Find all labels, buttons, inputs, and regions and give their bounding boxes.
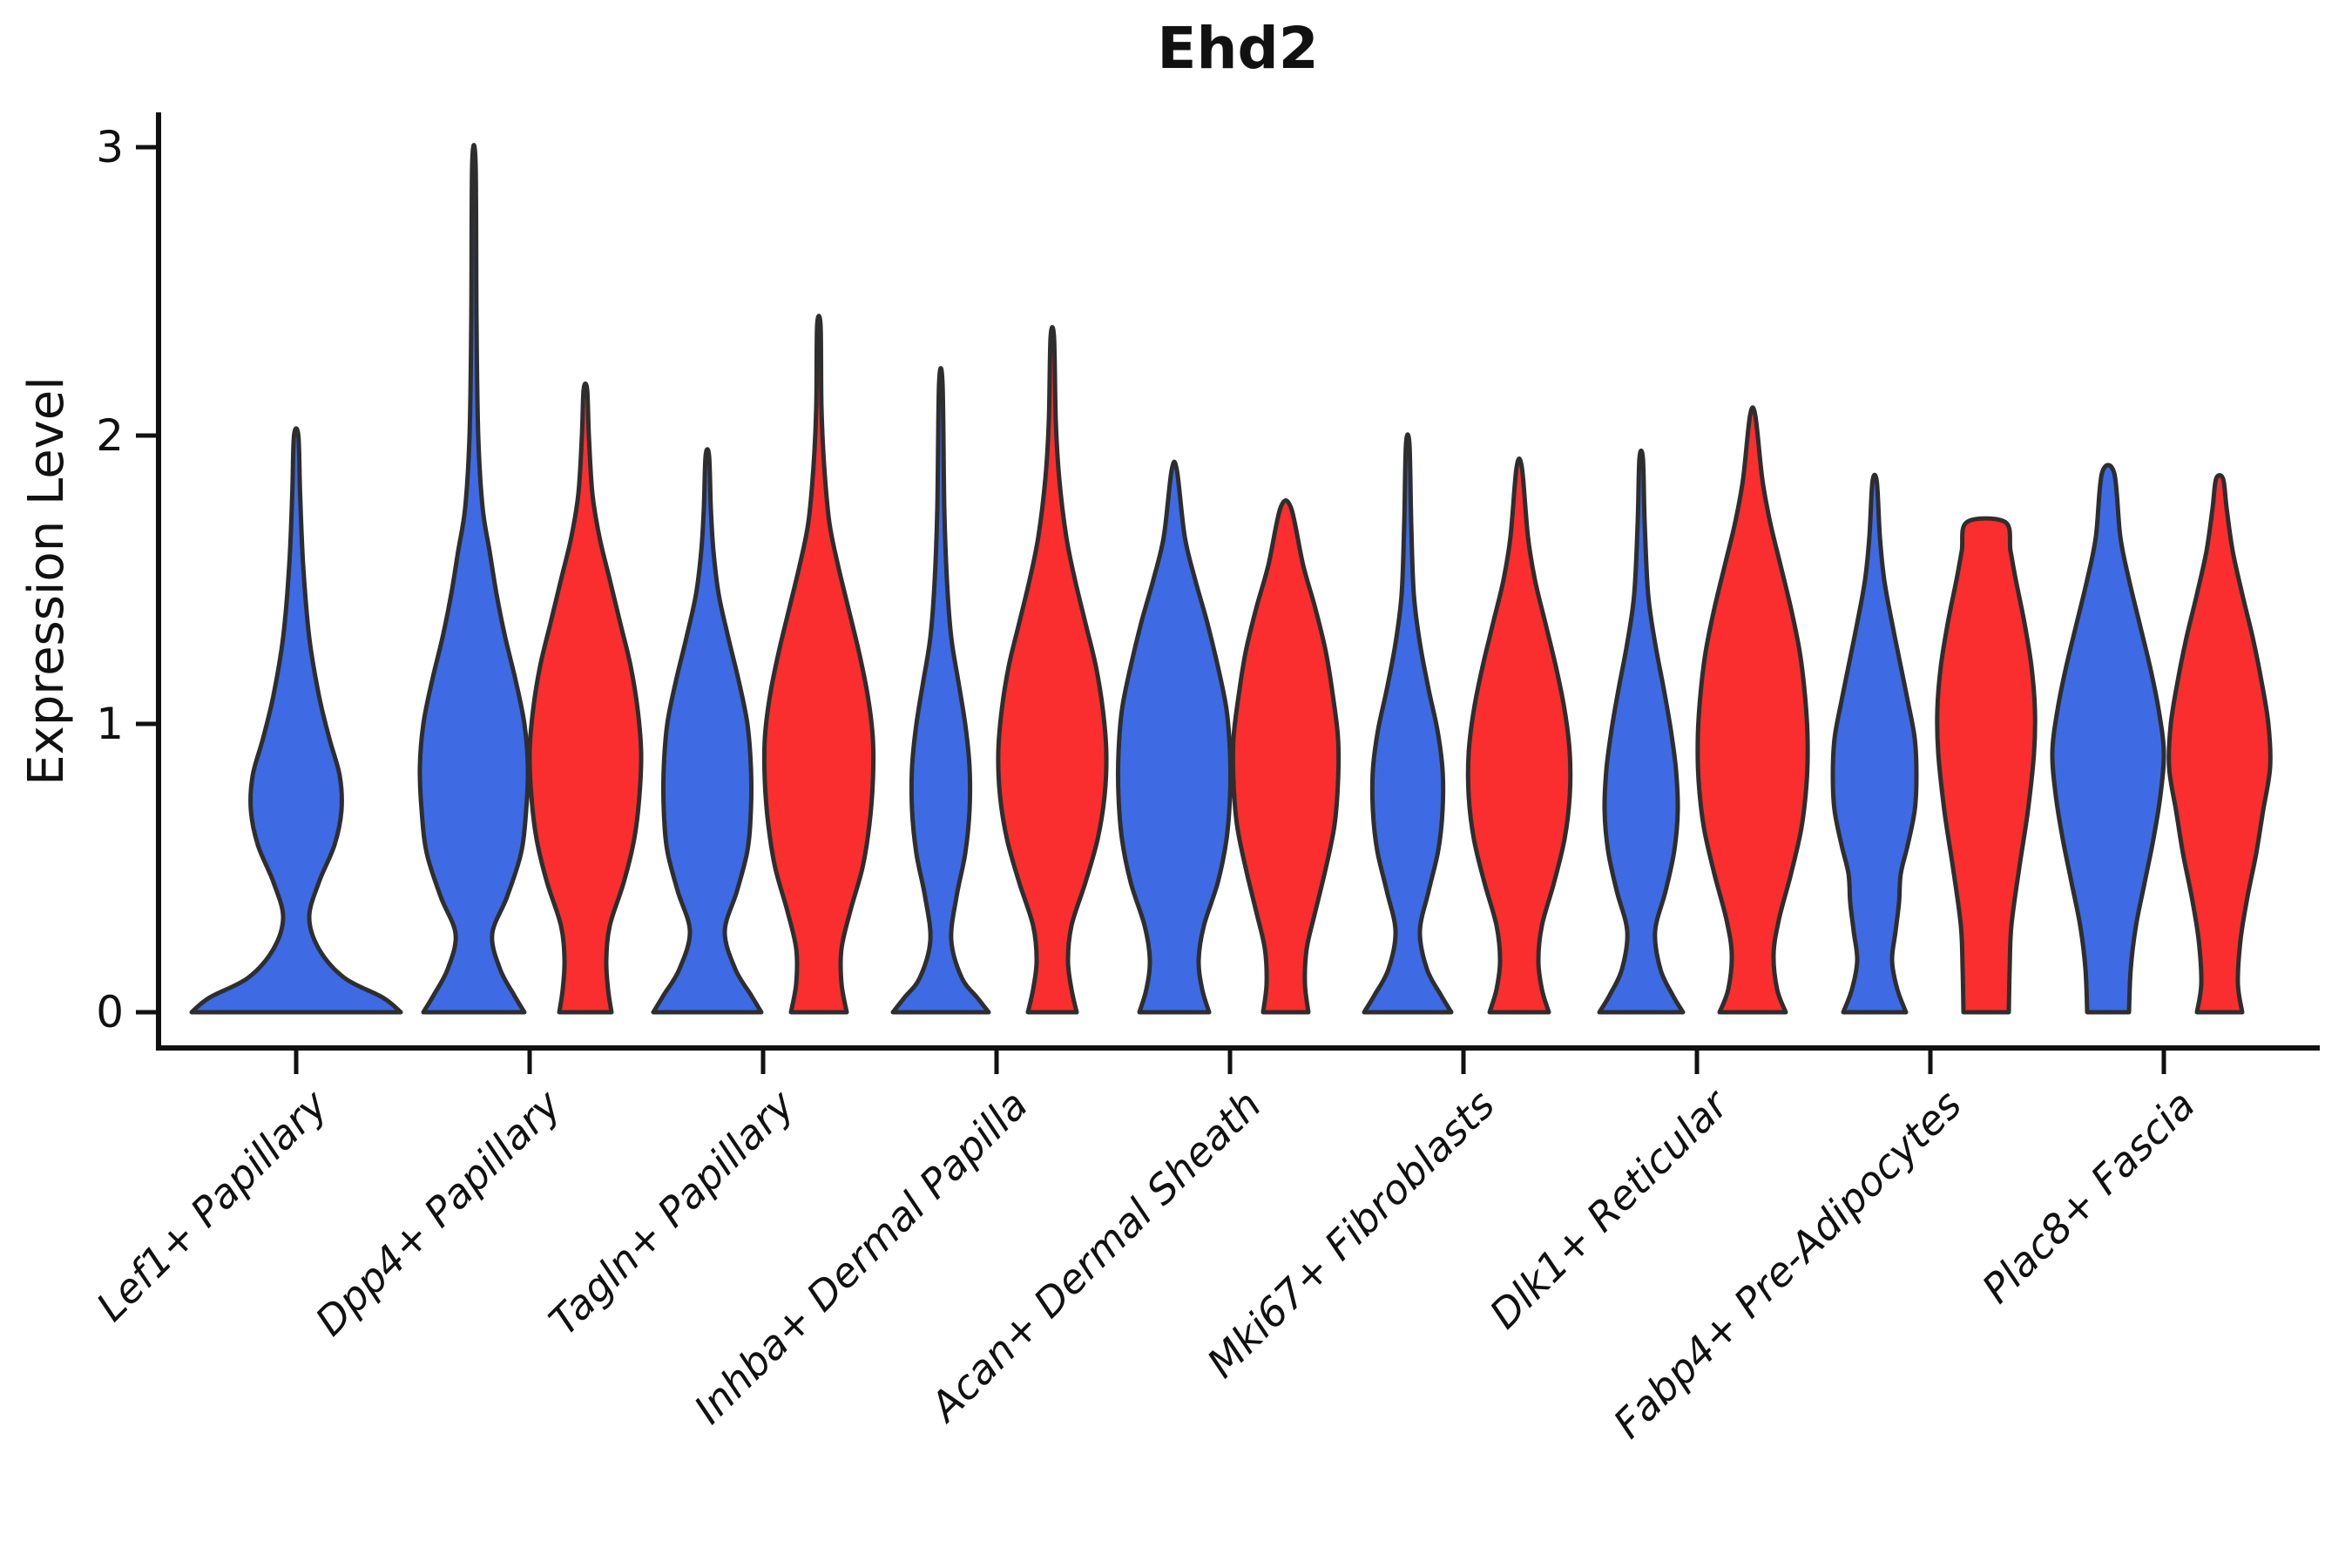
violin-blue-8 <box>2050 463 2166 1015</box>
violin-red-2 <box>761 314 876 1015</box>
violin-blue-1 <box>417 143 531 1015</box>
violin-blue-3 <box>890 366 991 1015</box>
violin-red-4 <box>1230 497 1342 1015</box>
y-axis-label: Expression Level <box>18 376 75 786</box>
violin-blue-4 <box>1115 459 1233 1015</box>
x-category-label-1: Dpp4+ Papillary <box>306 1080 570 1344</box>
x-category-label-0: Lef1+ Papillary <box>87 1080 336 1329</box>
violin-red-6 <box>1695 405 1810 1015</box>
violin-blue-0 <box>189 426 403 1015</box>
violin-red-3 <box>996 325 1109 1015</box>
violin-blue-2 <box>651 447 764 1015</box>
axes-layer <box>136 112 2320 1074</box>
y-tick-label-2: 2 <box>96 410 124 461</box>
violin-blue-7 <box>1830 472 1919 1015</box>
violin-red-8 <box>2166 473 2273 1015</box>
violins-layer <box>189 143 2273 1015</box>
x-category-label-2: Tagln+ Papillary <box>540 1080 804 1344</box>
violin-blue-6 <box>1597 448 1686 1015</box>
violin-red-5 <box>1465 456 1573 1015</box>
x-category-label-8: Plac8+ Fascia <box>1973 1081 2204 1312</box>
violin-blue-5 <box>1362 432 1454 1015</box>
plot-title: Ehd2 <box>1157 15 1318 82</box>
y-tick-label-3: 3 <box>96 122 124 172</box>
violin-red-7 <box>1935 516 2038 1015</box>
y-tick-label-1: 1 <box>96 699 124 749</box>
x-category-label-6: Dlk1+ Reticular <box>1480 1079 1739 1338</box>
violin-red-1 <box>527 381 644 1015</box>
y-tick-label-0: 0 <box>96 987 124 1037</box>
